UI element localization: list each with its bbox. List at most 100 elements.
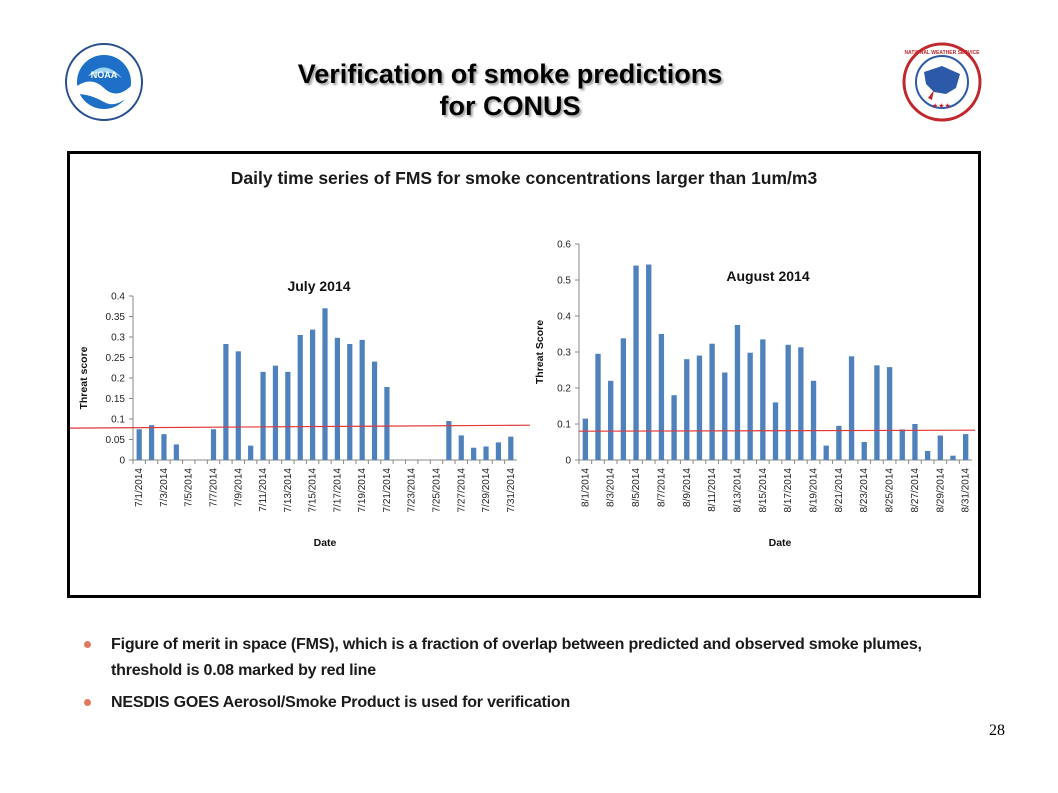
- bar: [285, 371, 291, 460]
- bar: [709, 343, 715, 460]
- y-tick-label: 0.3: [111, 333, 125, 344]
- x-tick-label: 7/29/2014: [481, 468, 492, 513]
- bar: [899, 429, 905, 460]
- bullet-item: NESDIS GOES Aerosol/Smoke Product is use…: [84, 690, 964, 716]
- bar: [334, 337, 340, 460]
- y-tick-label: 0.1: [111, 415, 125, 426]
- bar: [874, 365, 880, 460]
- bar: [347, 343, 353, 460]
- slide-title-line-2: for CONUS: [439, 91, 581, 121]
- bar: [458, 435, 464, 460]
- x-tick-label: 8/7/2014: [656, 468, 667, 507]
- x-tick-label: 8/29/2014: [935, 468, 946, 513]
- page-number: 28: [989, 722, 1005, 739]
- x-tick-label: 8/31/2014: [961, 468, 972, 513]
- fms-charts: 0 0.05 0.1 0.15 0.2 0.25 0.3 0.35 0.4 7/1/2014 7/3…: [70, 240, 976, 549]
- bar: [223, 343, 229, 460]
- y-tick-label: 0.5: [557, 276, 571, 287]
- bar: [359, 339, 365, 460]
- threshold-line: [70, 424, 531, 429]
- bar: [260, 371, 266, 460]
- x-tick-label: 7/21/2014: [382, 468, 393, 513]
- y-tick-label: 0.35: [106, 312, 126, 323]
- x-tick-label: 7/17/2014: [332, 468, 343, 513]
- bar: [495, 442, 502, 460]
- bullet-text: Figure of merit in space (FMS), which is…: [111, 636, 922, 679]
- x-tick-label: 8/21/2014: [834, 468, 845, 513]
- y-axis-label: Threat score: [78, 346, 90, 409]
- x-tick-label: 7/9/2014: [233, 468, 244, 507]
- y-tick-label: 0.4: [111, 292, 125, 303]
- x-tick-label: 7/5/2014: [184, 468, 195, 507]
- bar: [722, 372, 728, 460]
- bar: [798, 347, 804, 460]
- bar: [810, 380, 817, 460]
- y-tick-label: 0.4: [557, 312, 571, 323]
- x-axis-label: Date: [769, 537, 792, 549]
- bar: [620, 338, 627, 460]
- x-tick-label: 8/15/2014: [758, 468, 769, 513]
- bar: [886, 367, 893, 460]
- y-tick-label: 0.25: [106, 353, 126, 364]
- x-tick-label: 8/17/2014: [783, 468, 794, 513]
- threshold-line: [578, 429, 976, 432]
- x-tick-label: 8/27/2014: [910, 468, 921, 513]
- bar: [582, 418, 589, 460]
- bullet-text: NESDIS GOES Aerosol/Smoke Product is use…: [111, 694, 571, 711]
- bar: [148, 425, 155, 460]
- x-tick-label: 8/13/2014: [732, 468, 743, 513]
- svg-text:NATIONAL WEATHER SERVICE: NATIONAL WEATHER SERVICE: [905, 50, 981, 56]
- bar: [912, 424, 918, 460]
- bar: [371, 361, 378, 460]
- x-tick-label: 8/5/2014: [631, 468, 642, 507]
- bar: [471, 447, 477, 460]
- y-tick-label: 0.05: [106, 435, 126, 446]
- x-tick-label: 7/13/2014: [283, 468, 294, 513]
- bar: [924, 451, 931, 460]
- y-tick-label: 0.15: [106, 394, 126, 405]
- slide-title: Verification of smoke predictions for CO…: [180, 58, 840, 122]
- bar: [696, 355, 703, 460]
- bullet-icon: [84, 699, 91, 706]
- bar: [384, 387, 390, 460]
- y-tick-label: 0: [565, 456, 571, 467]
- x-tick-label: 8/19/2014: [809, 468, 820, 513]
- bar: [861, 442, 867, 460]
- bar: [937, 435, 943, 460]
- bar: [823, 445, 829, 460]
- x-tick-label: 7/7/2014: [209, 468, 220, 507]
- y-axis-label: Threat Score: [534, 320, 546, 384]
- bar: [658, 334, 665, 460]
- bar: [962, 434, 969, 460]
- bar: [950, 455, 956, 460]
- x-tick-label: 8/25/2014: [885, 468, 896, 513]
- bar: [508, 436, 514, 460]
- bar: [684, 359, 690, 460]
- bar: [608, 380, 614, 460]
- bar: [322, 308, 328, 460]
- svg-text:NOAA: NOAA: [91, 70, 118, 80]
- bar: [446, 421, 452, 460]
- bar: [848, 356, 855, 460]
- figure-frame: Daily time series of FMS for smoke conce…: [67, 151, 981, 598]
- svg-text:★★★: ★★★: [932, 102, 951, 110]
- bar: [836, 425, 842, 460]
- bar: [734, 325, 741, 460]
- bar: [297, 334, 303, 460]
- x-tick-label: 7/1/2014: [134, 468, 145, 507]
- bar: [633, 265, 639, 460]
- x-tick-label: 7/3/2014: [159, 468, 170, 507]
- bar: [248, 445, 254, 460]
- bullet-icon: [84, 641, 91, 648]
- bar: [646, 264, 652, 460]
- national-weather-service-logo: ★★★ NATIONAL WEATHER SERVICE: [902, 42, 982, 122]
- y-tick-label: 0.1: [557, 420, 571, 431]
- figure-title: Daily time series of FMS for smoke conce…: [230, 168, 818, 188]
- bar: [785, 344, 791, 460]
- x-tick-label: 7/11/2014: [258, 468, 269, 512]
- noaa-logo: NOAA: [65, 43, 143, 121]
- y-tick-label: 0.3: [557, 348, 571, 359]
- bar: [136, 429, 142, 460]
- bar: [760, 339, 766, 460]
- slide-title-line-1: Verification of smoke predictions: [297, 59, 723, 89]
